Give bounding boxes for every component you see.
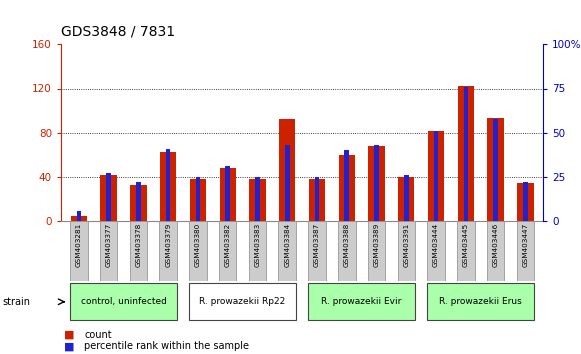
Text: GSM403379: GSM403379 [165, 223, 171, 267]
Bar [517, 183, 533, 221]
Bar [130, 221, 147, 281]
Text: GSM403378: GSM403378 [135, 223, 141, 267]
Bar [427, 221, 445, 281]
Bar [339, 155, 355, 221]
Text: ■: ■ [64, 341, 74, 351]
Text: ■: ■ [64, 330, 74, 339]
Bar [159, 221, 177, 281]
Bar [523, 182, 528, 221]
Text: GSM403389: GSM403389 [374, 223, 379, 267]
Text: GDS3848 / 7831: GDS3848 / 7831 [61, 25, 175, 39]
Bar [279, 120, 295, 221]
Bar [225, 166, 230, 221]
Text: GSM403387: GSM403387 [314, 223, 320, 267]
Bar [374, 145, 379, 221]
Text: R. prowazekii Rp22: R. prowazekii Rp22 [199, 297, 286, 306]
Bar [315, 177, 320, 221]
Bar [249, 221, 266, 281]
Text: control, uninfected: control, uninfected [81, 297, 166, 306]
Text: R. prowazekii Erus: R. prowazekii Erus [439, 297, 522, 306]
Bar [345, 150, 349, 221]
Bar [464, 87, 468, 221]
Text: percentile rank within the sample: percentile rank within the sample [84, 341, 249, 351]
Bar [368, 221, 385, 281]
Bar [255, 177, 260, 221]
Bar [458, 86, 474, 221]
Bar [368, 146, 385, 221]
Bar [397, 221, 415, 281]
Bar [309, 284, 415, 320]
Text: GSM403388: GSM403388 [344, 223, 350, 267]
Text: GSM403445: GSM403445 [463, 223, 469, 267]
Bar [309, 221, 326, 281]
Bar [428, 131, 444, 221]
Bar [434, 131, 439, 221]
Text: GSM403444: GSM403444 [433, 223, 439, 267]
Text: count: count [84, 330, 112, 339]
Bar [196, 177, 200, 221]
Text: GSM403391: GSM403391 [403, 223, 409, 267]
Bar [338, 221, 356, 281]
Text: GSM403281: GSM403281 [76, 223, 82, 267]
Bar [517, 221, 534, 281]
Bar [130, 185, 146, 221]
Bar [404, 175, 408, 221]
Text: GSM403447: GSM403447 [522, 223, 528, 267]
Bar [487, 221, 504, 281]
Bar [493, 119, 498, 221]
Bar [70, 221, 88, 281]
Bar [136, 182, 141, 221]
Text: strain: strain [3, 297, 31, 307]
Bar [100, 221, 117, 281]
Bar [70, 284, 177, 320]
Text: R. prowazekii Evir: R. prowazekii Evir [321, 297, 402, 306]
Bar [427, 284, 534, 320]
Bar [77, 211, 81, 221]
Bar [219, 221, 236, 281]
Bar [71, 216, 87, 221]
Bar [101, 175, 117, 221]
Bar [487, 118, 504, 221]
Bar [285, 145, 289, 221]
Text: GSM403382: GSM403382 [225, 223, 231, 267]
Bar [457, 221, 475, 281]
Text: GSM403377: GSM403377 [106, 223, 112, 267]
Bar [160, 152, 177, 221]
Text: GSM403383: GSM403383 [254, 223, 260, 267]
Bar [398, 177, 414, 221]
Bar [166, 149, 170, 221]
Bar [106, 173, 111, 221]
Bar [309, 179, 325, 221]
Text: GSM403380: GSM403380 [195, 223, 201, 267]
Text: GSM403384: GSM403384 [284, 223, 290, 267]
Bar [189, 284, 296, 320]
Bar [189, 221, 207, 281]
Text: GSM403446: GSM403446 [493, 223, 498, 267]
Bar [190, 179, 206, 221]
Bar [249, 179, 266, 221]
Bar [278, 221, 296, 281]
Bar [220, 168, 236, 221]
